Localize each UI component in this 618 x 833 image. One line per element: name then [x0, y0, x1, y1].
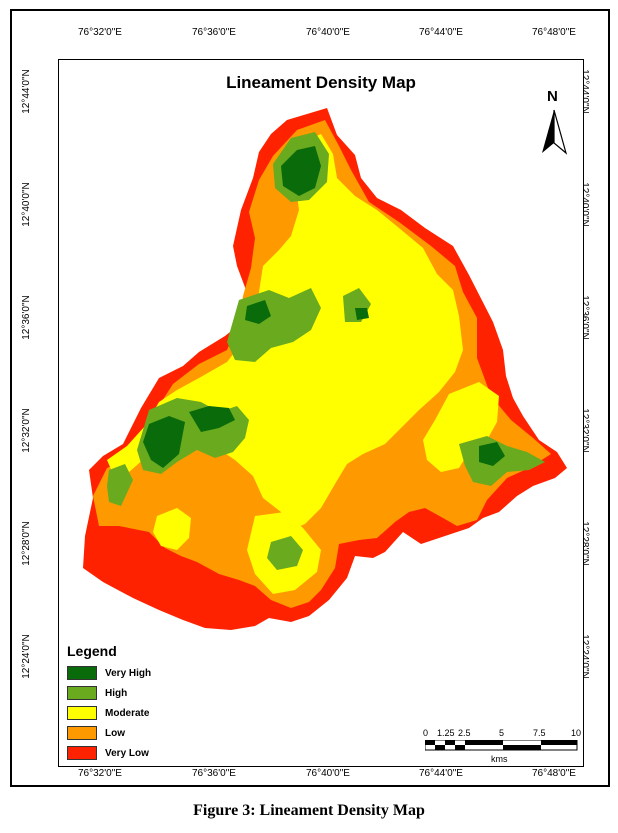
map-area: Lineament Density Map N	[58, 59, 584, 767]
map-title: Lineament Density Map	[226, 73, 416, 92]
legend-label-high: High	[105, 687, 128, 699]
lat-tick-left-1: 12°44'0"N	[20, 69, 32, 114]
scale-tick-2: 2.5	[458, 728, 471, 738]
lon-tick-top-2: 76°36'0"E	[192, 27, 236, 38]
north-arrow: N	[537, 88, 571, 158]
legend-label-moderate: Moderate	[105, 707, 150, 719]
lat-tick-left-2: 12°40'0"N	[20, 182, 32, 227]
lon-tick-top-5: 76°48'0"E	[532, 27, 576, 38]
legend-label-low: Low	[105, 727, 125, 739]
scale-tick-5: 10	[571, 728, 582, 738]
north-arrow-icon	[542, 109, 568, 155]
lon-tick-top-3: 76°40'0"E	[306, 27, 350, 38]
scale-tick-1: 1.25	[437, 728, 455, 738]
lon-tick-bottom-4: 76°44'0"E	[419, 768, 463, 779]
lat-tick-left-6: 12°24'0"N	[20, 634, 32, 679]
lat-tick-left-5: 12°28'0"N	[20, 521, 32, 566]
north-label: N	[547, 88, 558, 105]
lineament-density-region	[83, 108, 567, 630]
legend-swatch-moderate	[67, 706, 97, 720]
lon-tick-top-1: 76°32'0"E	[78, 27, 122, 38]
density-zone-high-s	[267, 536, 303, 570]
scale-tick-4: 7.5	[533, 728, 546, 738]
legend-item-very-low: Very Low	[67, 743, 151, 763]
scale-bar: 0 1.25 2.5 5 7.5 10 kms	[423, 728, 582, 768]
lon-tick-bottom-3: 76°40'0"E	[306, 768, 350, 779]
lon-tick-bottom-5: 76°48'0"E	[532, 768, 576, 779]
density-zone-moderate-sw	[153, 508, 191, 550]
density-zone-very-high	[143, 146, 505, 468]
legend-swatch-very-low	[67, 746, 97, 760]
legend-swatch-very-high	[67, 666, 97, 680]
lon-tick-bottom-1: 76°32'0"E	[78, 768, 122, 779]
figure-caption: Figure 3: Lineament Density Map	[193, 802, 425, 819]
legend-item-high: High	[67, 683, 151, 703]
legend-item-low: Low	[67, 723, 151, 743]
legend: Legend Very High High Moderate Low Very …	[67, 643, 151, 763]
legend-swatch-high	[67, 686, 97, 700]
density-zone-moderate-east	[423, 382, 499, 472]
legend-title: Legend	[67, 643, 117, 659]
lon-tick-top-4: 76°44'0"E	[419, 27, 463, 38]
scale-tick-3: 5	[499, 728, 505, 738]
legend-label-very-high: Very High	[105, 667, 152, 679]
lat-tick-left-4: 12°32'0"N	[20, 408, 32, 453]
lat-tick-left-3: 12°36'0"N	[20, 295, 32, 340]
lon-tick-bottom-2: 76°36'0"E	[192, 768, 236, 779]
legend-item-moderate: Moderate	[67, 703, 151, 723]
legend-item-very-high: Very High	[67, 663, 151, 683]
map-frame: 76°32'0"E 76°36'0"E 76°40'0"E 76°44'0"E …	[10, 9, 610, 787]
scale-bar-graphic	[425, 740, 578, 751]
legend-swatch-low	[67, 726, 97, 740]
legend-label-very-low: Very Low	[105, 747, 149, 759]
scale-unit: kms	[491, 754, 508, 764]
scale-tick-0: 0	[423, 728, 429, 738]
